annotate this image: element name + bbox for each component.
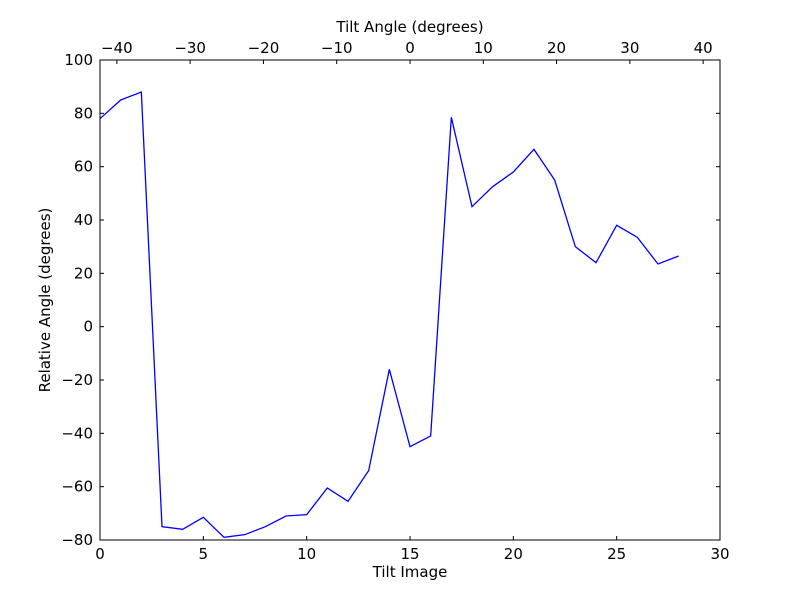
plot-frame: [99, 59, 721, 541]
x-axis-title: Tilt Image: [372, 563, 448, 581]
x-tick-label: 5: [199, 545, 209, 563]
x2-tick-label: −30: [174, 39, 206, 57]
y-tick-label: −20: [61, 371, 93, 389]
y-tick-label: −80: [61, 531, 93, 549]
series-line: [99, 91, 679, 539]
y-tick-label: 20: [74, 264, 93, 282]
x2-tick-label: −10: [321, 39, 353, 57]
y-tick-label: 60: [74, 158, 93, 176]
y-tick-label: 80: [74, 104, 93, 122]
x2-tick-label: 0: [405, 39, 415, 57]
x2-axis-title: Tilt Angle (degrees): [335, 18, 483, 36]
x-tick-label: 25: [607, 545, 626, 563]
x-tick-label: 30: [710, 545, 729, 563]
y-tick-label: 0: [83, 318, 93, 336]
x-tick-label: 10: [297, 545, 316, 563]
x2-tick-label: 20: [547, 39, 566, 57]
x2-tick-label: −40: [101, 39, 133, 57]
x2-tick-label: −20: [248, 39, 280, 57]
x2-tick-label: 40: [694, 39, 713, 57]
y-tick-label: −40: [61, 424, 93, 442]
y-tick-label: −60: [61, 478, 93, 496]
y-tick-label: 100: [64, 51, 93, 69]
x2-tick-label: 10: [474, 39, 493, 57]
x-tick-label: 0: [95, 545, 105, 563]
x-tick-label: 15: [400, 545, 419, 563]
plot-line-group: [99, 91, 679, 539]
y-axis-title: Relative Angle (degrees): [36, 208, 54, 393]
y-tick-label: 40: [74, 211, 93, 229]
x-tick-label: 20: [504, 545, 523, 563]
ticks-group: 0 5 10 15 20 25 30 −40 −30 −20 −10 0 10 20 30 40 −80 −60 −…: [61, 39, 729, 563]
x2-tick-label: 30: [620, 39, 639, 57]
